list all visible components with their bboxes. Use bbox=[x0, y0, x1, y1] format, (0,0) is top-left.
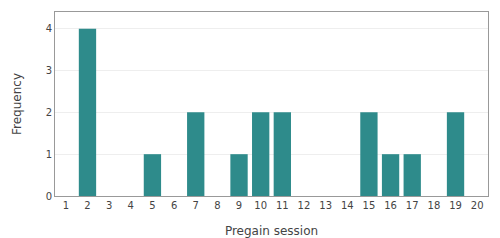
svg-text:1: 1 bbox=[63, 200, 69, 211]
svg-text:4: 4 bbox=[46, 23, 52, 34]
svg-text:5: 5 bbox=[149, 200, 155, 211]
svg-text:8: 8 bbox=[214, 200, 220, 211]
svg-text:3: 3 bbox=[46, 65, 52, 76]
svg-text:13: 13 bbox=[319, 200, 332, 211]
svg-text:Frequency: Frequency bbox=[10, 73, 24, 135]
svg-text:1: 1 bbox=[46, 149, 52, 160]
svg-text:11: 11 bbox=[276, 200, 289, 211]
svg-text:14: 14 bbox=[341, 200, 354, 211]
svg-text:17: 17 bbox=[406, 200, 419, 211]
svg-text:2: 2 bbox=[84, 200, 90, 211]
svg-text:4: 4 bbox=[128, 200, 134, 211]
svg-text:7: 7 bbox=[193, 200, 199, 211]
svg-text:6: 6 bbox=[171, 200, 177, 211]
svg-text:15: 15 bbox=[363, 200, 376, 211]
svg-text:12: 12 bbox=[298, 200, 311, 211]
svg-text:9: 9 bbox=[236, 200, 242, 211]
svg-text:2: 2 bbox=[46, 107, 52, 118]
svg-text:16: 16 bbox=[384, 200, 397, 211]
svg-text:18: 18 bbox=[428, 200, 441, 211]
svg-text:10: 10 bbox=[254, 200, 267, 211]
svg-text:3: 3 bbox=[106, 200, 112, 211]
svg-text:Pregain session: Pregain session bbox=[225, 224, 318, 238]
svg-text:20: 20 bbox=[471, 200, 484, 211]
svg-text:19: 19 bbox=[449, 200, 462, 211]
svg-text:0: 0 bbox=[46, 191, 52, 202]
